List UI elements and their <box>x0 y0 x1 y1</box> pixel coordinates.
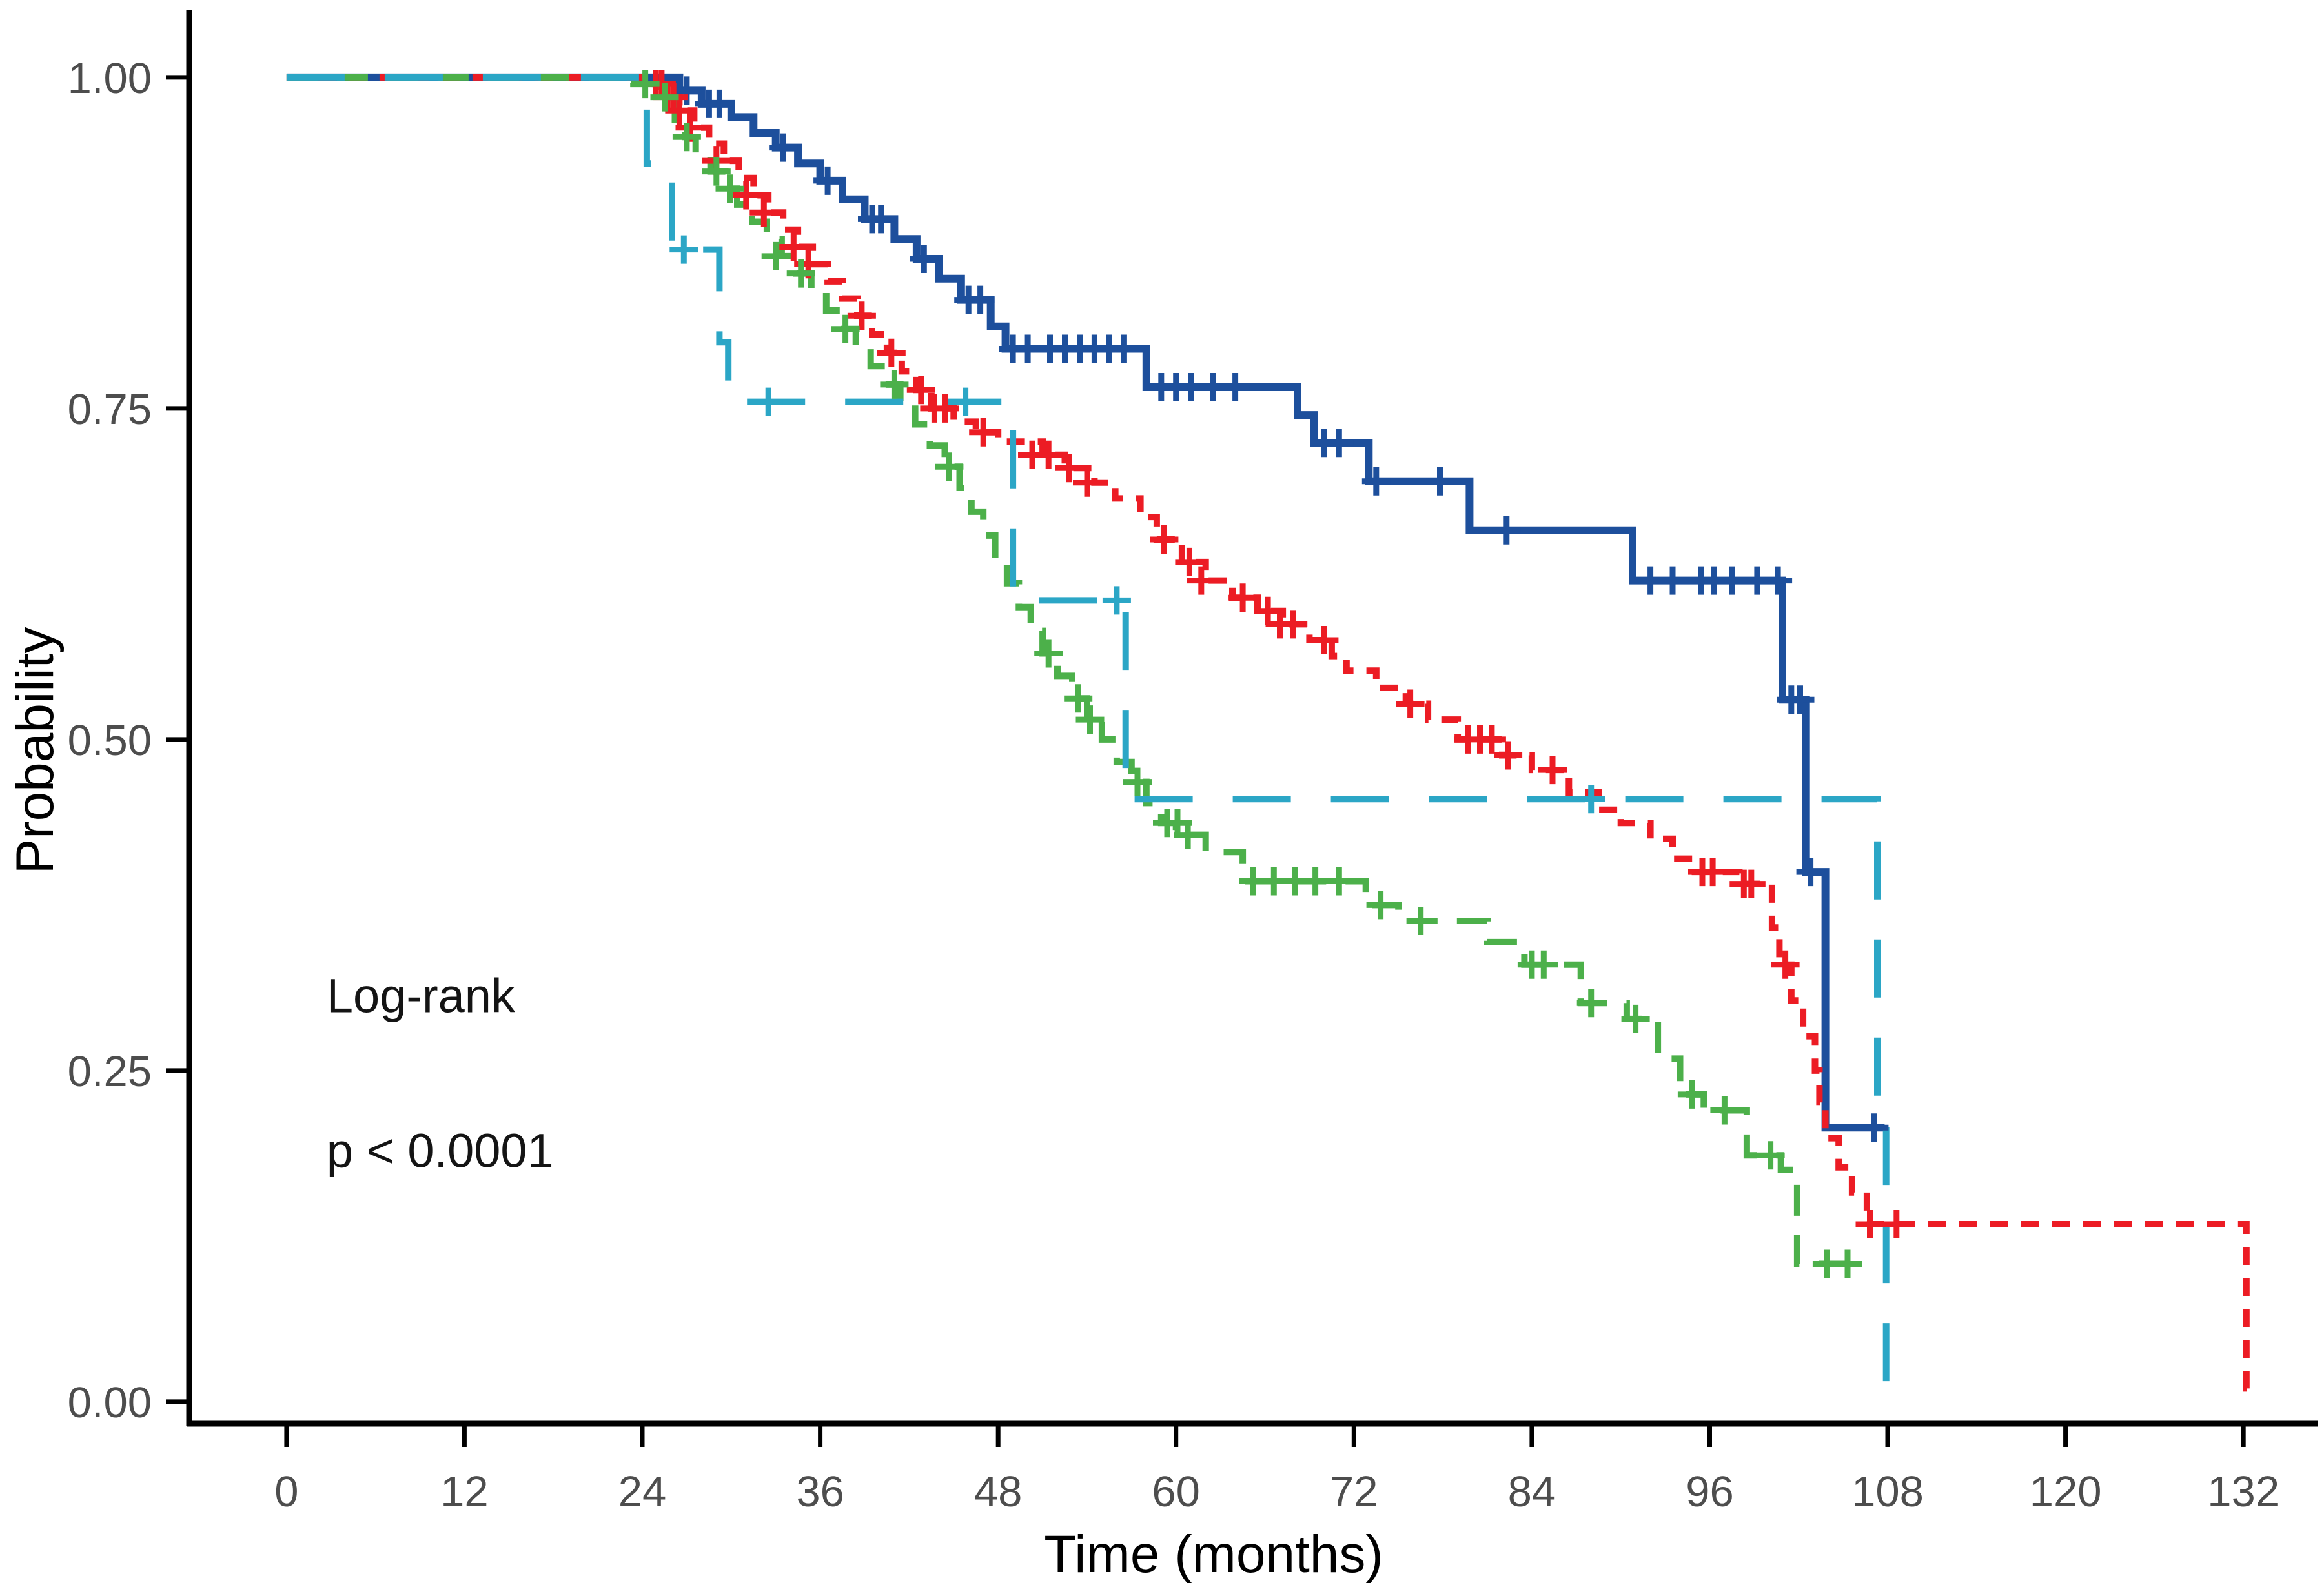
y-tick-label: 0.50 <box>68 716 152 765</box>
censor-marks <box>631 70 1911 1278</box>
x-axis-title: Time (months) <box>1044 1525 1383 1584</box>
survival-curves <box>286 73 2251 1392</box>
survival-curve-navy-solid <box>286 73 1885 1132</box>
survival-curve-green-dashed <box>286 74 1862 1267</box>
x-tick-label: 48 <box>974 1468 1023 1516</box>
x-tick-label: 96 <box>1686 1468 1734 1516</box>
x-tick-label: 132 <box>2207 1468 2279 1516</box>
x-tick-label: 84 <box>1508 1468 1556 1516</box>
x-tick-label: 60 <box>1152 1468 1200 1516</box>
censor-marks-navy-solid <box>672 76 1889 1142</box>
x-tick-label: 120 <box>2030 1468 2102 1516</box>
logrank-annotation: Log-rank <box>327 969 516 1023</box>
censor-marks-red-dotted <box>641 70 1911 1238</box>
x-tick-label: 36 <box>796 1468 844 1516</box>
y-tick-label: 0.25 <box>68 1047 152 1096</box>
x-tick-label: 108 <box>1851 1468 1924 1516</box>
y-tick-label: 0.00 <box>68 1378 152 1427</box>
pvalue-annotation: p < 0.0001 <box>327 1124 554 1178</box>
x-tick-label: 12 <box>440 1468 489 1516</box>
axes: 0 12 24 36 48 60 72 84 96 108 120 132 0.00 0.25 0.50 0.… <box>68 10 2318 1516</box>
survival-curve-cyan-longdash <box>286 74 1891 1389</box>
y-axis-title: Probability <box>6 627 65 874</box>
y-tick-label: 0.75 <box>68 385 152 434</box>
censor-marks-cyan-longdash <box>669 235 1605 814</box>
x-tick-label: 24 <box>618 1468 667 1516</box>
censor-marks-green-dashed <box>631 70 1862 1278</box>
x-tick-label: 72 <box>1330 1468 1378 1516</box>
survival-curve-red-dotted <box>286 74 2251 1392</box>
x-tick-label: 0 <box>274 1468 298 1516</box>
y-tick-label: 1.00 <box>68 54 152 103</box>
